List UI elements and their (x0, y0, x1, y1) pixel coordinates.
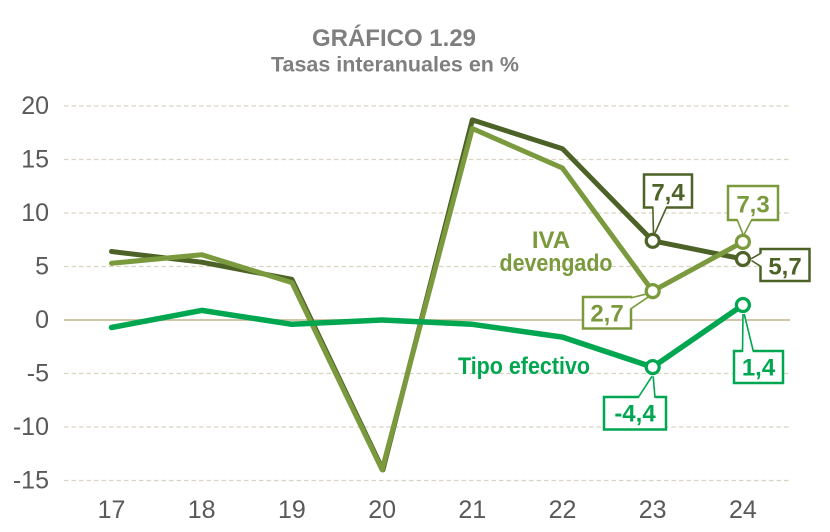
svg-text:-5: -5 (27, 360, 49, 388)
svg-text:23: 23 (639, 496, 667, 524)
svg-text:-4,4: -4,4 (614, 401, 656, 428)
svg-text:24: 24 (729, 496, 757, 524)
svg-text:5,7: 5,7 (768, 254, 801, 281)
svg-text:Tasas interanuales en %: Tasas interanuales en % (271, 54, 519, 77)
svg-text:-15: -15 (13, 467, 49, 495)
svg-text:20: 20 (21, 92, 49, 120)
svg-text:22: 22 (549, 496, 577, 524)
svg-text:10: 10 (21, 199, 49, 227)
svg-text:21: 21 (458, 496, 486, 524)
svg-text:20: 20 (368, 496, 396, 524)
svg-text:7,3: 7,3 (736, 192, 769, 219)
svg-text:-10: -10 (13, 413, 49, 441)
svg-text:0: 0 (35, 306, 49, 334)
svg-text:Tipo efectivo: Tipo efectivo (458, 353, 590, 380)
svg-text:GRÁFICO 1.29: GRÁFICO 1.29 (312, 24, 476, 52)
svg-text:5: 5 (35, 253, 49, 281)
svg-text:7,4: 7,4 (651, 180, 685, 207)
svg-text:IVA: IVA (532, 227, 570, 254)
svg-text:18: 18 (188, 496, 216, 524)
svg-text:1,4: 1,4 (742, 355, 776, 382)
svg-text:19: 19 (278, 496, 306, 524)
svg-text:17: 17 (98, 496, 126, 524)
svg-text:2,7: 2,7 (590, 301, 623, 328)
svg-text:devengado: devengado (500, 250, 613, 277)
svg-text:15: 15 (21, 146, 49, 174)
